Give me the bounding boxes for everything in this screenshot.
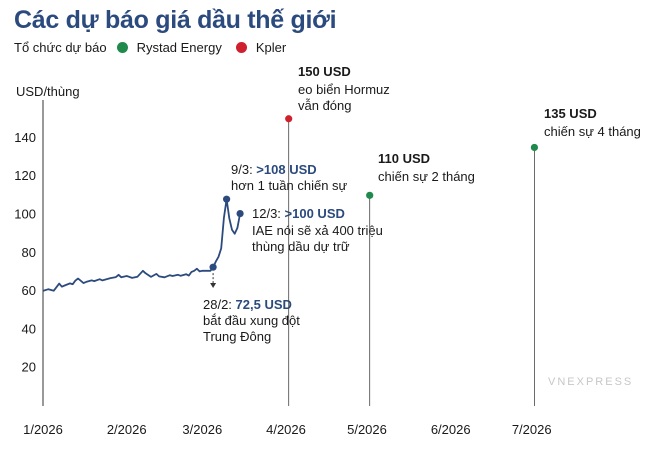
annotation-peak-desc: hơn 1 tuần chiến sự bbox=[231, 178, 348, 193]
forecast-value-rystad-110: 110 USD bbox=[378, 151, 430, 166]
x-tick-label: 6/2026 bbox=[431, 422, 471, 437]
legend-dot-rystad bbox=[116, 42, 128, 53]
legend-label: Tổ chức dự báo bbox=[14, 40, 107, 55]
annotation-iea-desc-1: IAE nói sẽ xả 400 triệu bbox=[252, 223, 383, 238]
conflict-start-marker bbox=[209, 263, 217, 271]
annotation-start-date: 28/2: bbox=[203, 297, 236, 312]
forecast-point-rystad-110 bbox=[366, 191, 374, 199]
chart-title: Các dự báo giá dầu thế giới bbox=[14, 6, 337, 34]
watermark-text: VNEXPRESS bbox=[548, 376, 634, 388]
x-tick-label: 5/2026 bbox=[347, 422, 387, 437]
forecast-desc-kpler-150-2: vẫn đóng bbox=[298, 98, 352, 113]
x-tick-label: 3/2026 bbox=[182, 422, 222, 437]
x-tick-label: 4/2026 bbox=[266, 422, 306, 437]
x-tick-label: 2/2026 bbox=[107, 422, 147, 437]
x-tick-label: 7/2026 bbox=[512, 422, 552, 437]
legend-item-rystad: Rystad Energy bbox=[136, 40, 222, 55]
peak-marker bbox=[223, 195, 231, 203]
forecast-point-rystad-135 bbox=[530, 143, 539, 152]
forecast-value-kpler-150: 150 USD bbox=[298, 64, 351, 79]
annotation-peak-value: >108 USD bbox=[256, 162, 316, 177]
annotation-start-desc-2: Trung Đông bbox=[203, 329, 271, 344]
y-tick-label: 40 bbox=[22, 321, 36, 336]
legend-item-kpler: Kpler bbox=[255, 40, 287, 55]
forecast-desc-kpler-150-1: eo biển Hormuz bbox=[298, 82, 390, 97]
y-axis-unit: USD/thùng bbox=[16, 84, 80, 99]
watermark-logo: VNEXPRESS bbox=[548, 376, 633, 388]
conflict-start-arrowhead bbox=[210, 283, 217, 288]
annotation-iea-title: 12/3: >100 USD bbox=[252, 206, 345, 221]
legend-dot-kpler bbox=[235, 42, 247, 53]
forecast-value-rystad-135: 135 USD bbox=[544, 106, 597, 121]
annotation-iea-date: 12/3: bbox=[252, 206, 285, 221]
annotation-iea-value: >100 USD bbox=[285, 206, 345, 221]
annotation-peak-title: 9/3: >108 USD bbox=[231, 162, 317, 177]
y-tick-label: 20 bbox=[22, 360, 36, 375]
y-tick-label: 120 bbox=[14, 168, 36, 183]
annotation-iea-desc-2: thùng dầu dự trữ bbox=[252, 239, 350, 254]
x-tick-label: 1/2026 bbox=[23, 422, 63, 437]
iea-marker bbox=[236, 209, 244, 218]
y-tick-label: 80 bbox=[22, 245, 36, 260]
y-tick-label: 60 bbox=[22, 283, 36, 298]
price-line bbox=[42, 198, 241, 292]
forecast-desc-rystad-135-1: chiến sự 4 tháng bbox=[544, 124, 641, 139]
annotation-peak-date: 9/3: bbox=[231, 162, 256, 177]
annotation-start-title: 28/2: 72,5 USD bbox=[203, 297, 292, 312]
forecast-desc-rystad-110-1: chiến sự 2 tháng bbox=[378, 169, 475, 184]
annotation-start-desc-1: bắt đầu xung đột bbox=[203, 313, 300, 328]
y-tick-label: 100 bbox=[14, 207, 36, 222]
forecast-point-kpler-150 bbox=[285, 115, 293, 123]
y-tick-label: 140 bbox=[14, 130, 36, 145]
legend: Tổ chức dự báo Rystad Energy Kpler bbox=[14, 40, 300, 55]
annotation-start-value: 72,5 USD bbox=[236, 297, 292, 312]
